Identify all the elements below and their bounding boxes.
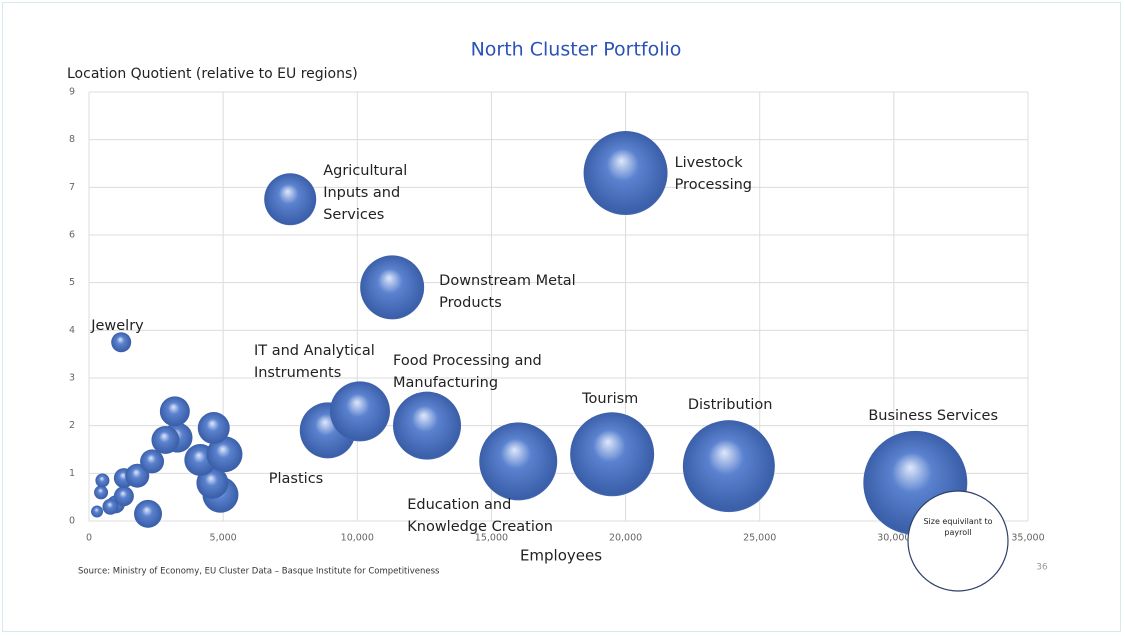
bubble: [682, 420, 775, 513]
size-note: Size equivilant to payroll: [923, 517, 993, 537]
y-tick-label: 3: [69, 373, 75, 384]
x-tick-label: 25,000: [743, 533, 776, 544]
y-tick-label: 6: [69, 230, 75, 241]
bubble: [206, 436, 243, 473]
bubble-label: IT and Analytical Instruments: [253, 343, 375, 382]
y-tick-label: 5: [69, 277, 75, 288]
bubble: [360, 255, 425, 320]
bubble-label: Plastics: [268, 471, 324, 488]
bubble: [134, 499, 163, 528]
y-tick-label: 2: [69, 420, 75, 431]
bubble: [329, 381, 390, 442]
bubble-label: Downstream Metal Products: [439, 273, 576, 312]
y-tick-label: 4: [69, 325, 75, 336]
bubble: [91, 505, 104, 518]
bubble: [570, 412, 655, 497]
y-tick-label: 0: [69, 516, 75, 527]
y-axis-label: Location Quotient (relative to EU region…: [67, 66, 358, 82]
x-tick-label: 5,000: [210, 533, 237, 544]
y-tick-label: 9: [69, 87, 75, 98]
x-tick-label: 30,000: [877, 533, 910, 544]
bubble: [140, 449, 165, 474]
bubble-label: Distribution: [687, 397, 773, 414]
bubble: [111, 332, 132, 353]
x-tick-label: 15,000: [475, 533, 508, 544]
y-tick-label: 8: [69, 134, 75, 145]
chart-title: North Cluster Portfolio: [471, 39, 682, 61]
bubble-label: Food Processing and Manufacturing: [393, 352, 542, 391]
bubble: [102, 498, 119, 515]
bubble-label: Business Services: [868, 407, 999, 424]
y-tick-label: 1: [69, 468, 75, 479]
bubble: [197, 412, 230, 445]
source-note: Source: Ministry of Economy, EU Cluster …: [78, 567, 440, 577]
x-tick-label: 20,000: [609, 533, 642, 544]
bubble: [583, 131, 668, 216]
x-axis-label: Employees: [520, 547, 602, 565]
bubble: [264, 173, 317, 226]
bubble-label: Tourism: [582, 391, 639, 408]
bubble: [113, 486, 134, 507]
y-tick-label: 7: [69, 182, 75, 193]
size-legend-circle: [907, 490, 1009, 592]
bubble-label: Education and Knowledge Creation: [407, 497, 553, 536]
bubble: [125, 463, 150, 488]
x-tick-label: 35,000: [1011, 533, 1044, 544]
bubble-label: Jewelry: [91, 318, 144, 335]
page-number: 36: [1036, 563, 1048, 573]
bubble: [479, 422, 558, 501]
bubble: [159, 396, 190, 427]
x-tick-label: 10,000: [341, 533, 374, 544]
x-tick-label: 0: [86, 533, 92, 544]
bubble: [151, 425, 180, 454]
bubble: [393, 391, 462, 460]
bubble: [95, 473, 110, 488]
bubble: [94, 485, 109, 500]
bubble-label: Agricultural Inputs and Services: [323, 163, 408, 224]
bubble-label: Livestock Processing: [674, 155, 752, 194]
